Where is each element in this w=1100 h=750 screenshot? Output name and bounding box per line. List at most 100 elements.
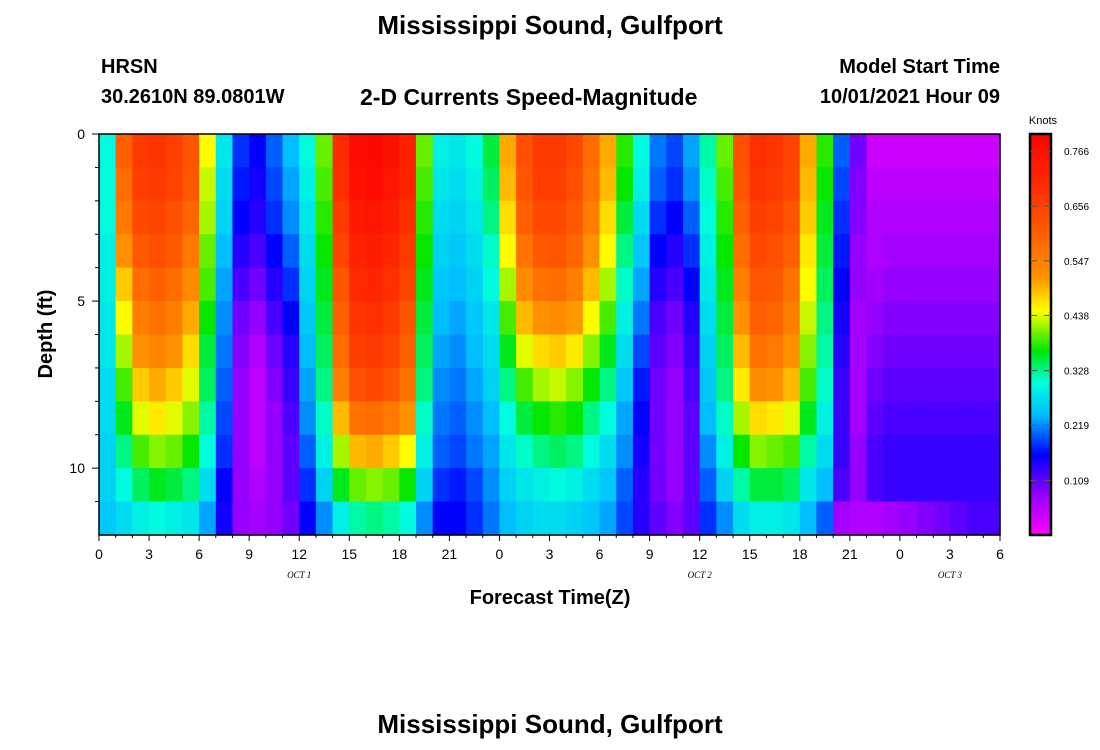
heatmap-cell [816, 401, 834, 436]
heatmap-cell [199, 401, 217, 436]
heatmap-cell [799, 334, 818, 369]
heatmap-cell [566, 200, 584, 235]
heatmap-cell [783, 501, 801, 536]
heatmap-cell [215, 167, 234, 202]
heatmap-cell [716, 468, 734, 503]
heatmap-cell [899, 401, 918, 436]
heatmap-cell [916, 468, 934, 503]
heatmap-cell [449, 468, 467, 503]
heatmap-cell [733, 200, 751, 235]
heatmap-cell [699, 334, 717, 369]
heatmap-cell [666, 468, 684, 503]
heatmap-cell [165, 501, 184, 536]
colorbar-tick-label: 0.656 [1064, 202, 1089, 213]
heatmap-cell [99, 200, 117, 235]
heatmap-cell [682, 334, 701, 369]
heatmap-cell [783, 401, 801, 436]
heatmap-cell [282, 267, 300, 302]
heatmap-cell [282, 134, 300, 169]
heatmap-cell [799, 200, 818, 235]
heatmap-cell [649, 234, 667, 269]
heatmap-cell [899, 134, 918, 169]
heatmap-cell [282, 334, 300, 369]
heatmap-cell [265, 234, 284, 269]
heatmap-cell [616, 367, 634, 402]
heatmap-cell [833, 200, 851, 235]
heatmap-cell [482, 334, 501, 369]
x-tick-label: 12 [291, 546, 307, 562]
heatmap-cell [949, 434, 968, 469]
heatmap-cell [365, 334, 384, 369]
heatmap-cell [232, 468, 250, 503]
heatmap-cell [666, 267, 684, 302]
heatmap-cell [632, 167, 651, 202]
heatmap-cell [933, 200, 951, 235]
x-tick-label: 15 [742, 546, 758, 562]
heatmap-cell [482, 468, 501, 503]
heatmap-cell [382, 134, 400, 169]
heatmap-cell [682, 434, 701, 469]
heatmap-cell [432, 468, 450, 503]
heatmap-cell [249, 468, 267, 503]
heatmap-cell [466, 301, 484, 336]
heatmap-cell [532, 334, 551, 369]
heatmap-cell [449, 134, 467, 169]
heatmap-cell [933, 301, 951, 336]
heatmap-cell [132, 234, 150, 269]
heatmap-cell [249, 334, 267, 369]
heatmap-cell [132, 267, 150, 302]
heatmap-cell [783, 301, 801, 336]
heatmap-cell [382, 267, 400, 302]
colorbar-frame [1028, 132, 1053, 537]
heatmap-cell [582, 167, 601, 202]
heatmap-cell [916, 334, 934, 369]
heatmap-cell [115, 134, 133, 169]
heatmap-cell [549, 267, 567, 302]
heatmap-cell [582, 367, 601, 402]
heatmap-cell [332, 434, 350, 469]
y-tick-label: 5 [77, 293, 85, 309]
heatmap-cell [299, 468, 317, 503]
heatmap-cell [783, 134, 801, 169]
heatmap-cell [966, 367, 984, 402]
heatmap-cell [265, 334, 284, 369]
heatmap-cell [632, 267, 651, 302]
heatmap-cell [232, 167, 250, 202]
heatmap-cell [315, 267, 334, 302]
heatmap-cell [632, 134, 651, 169]
y-tick-label: 10 [69, 460, 85, 476]
heatmap-cell [416, 267, 434, 302]
x-date-label: OCT 1 [287, 570, 311, 580]
heatmap-cell [482, 234, 501, 269]
heatmap-cell [365, 401, 384, 436]
heatmap-cell [99, 434, 117, 469]
heatmap-cell [616, 200, 634, 235]
heatmap-cell [332, 401, 350, 436]
heatmap-cell [115, 234, 133, 269]
heatmap-cell [666, 167, 684, 202]
heatmap-cell [783, 267, 801, 302]
heatmap-cell [182, 468, 200, 503]
heatmap-cell [115, 200, 133, 235]
heatmap-cell [566, 468, 584, 503]
heatmap-cell [682, 267, 701, 302]
heatmap-cell [933, 234, 951, 269]
heatmap-cell [349, 434, 367, 469]
heatmap-cell [616, 401, 634, 436]
colorbar-tick-label: 0.438 [1064, 311, 1089, 322]
heatmap-cell [783, 334, 801, 369]
heatmap-cell [182, 434, 200, 469]
heatmap-cell [916, 434, 934, 469]
heatmap-cell [632, 234, 651, 269]
y-axis: 0 5 10 [69, 126, 99, 503]
heatmap-cell [549, 334, 567, 369]
heatmap-cell [382, 334, 400, 369]
heatmap-cell [249, 301, 267, 336]
heatmap-cell [949, 334, 968, 369]
heatmap-cell [432, 434, 450, 469]
heatmap-cell [582, 134, 601, 169]
heatmap-cell [249, 367, 267, 402]
heatmap-cell [549, 167, 567, 202]
heatmap-cell [99, 468, 117, 503]
heatmap-cell [265, 267, 284, 302]
